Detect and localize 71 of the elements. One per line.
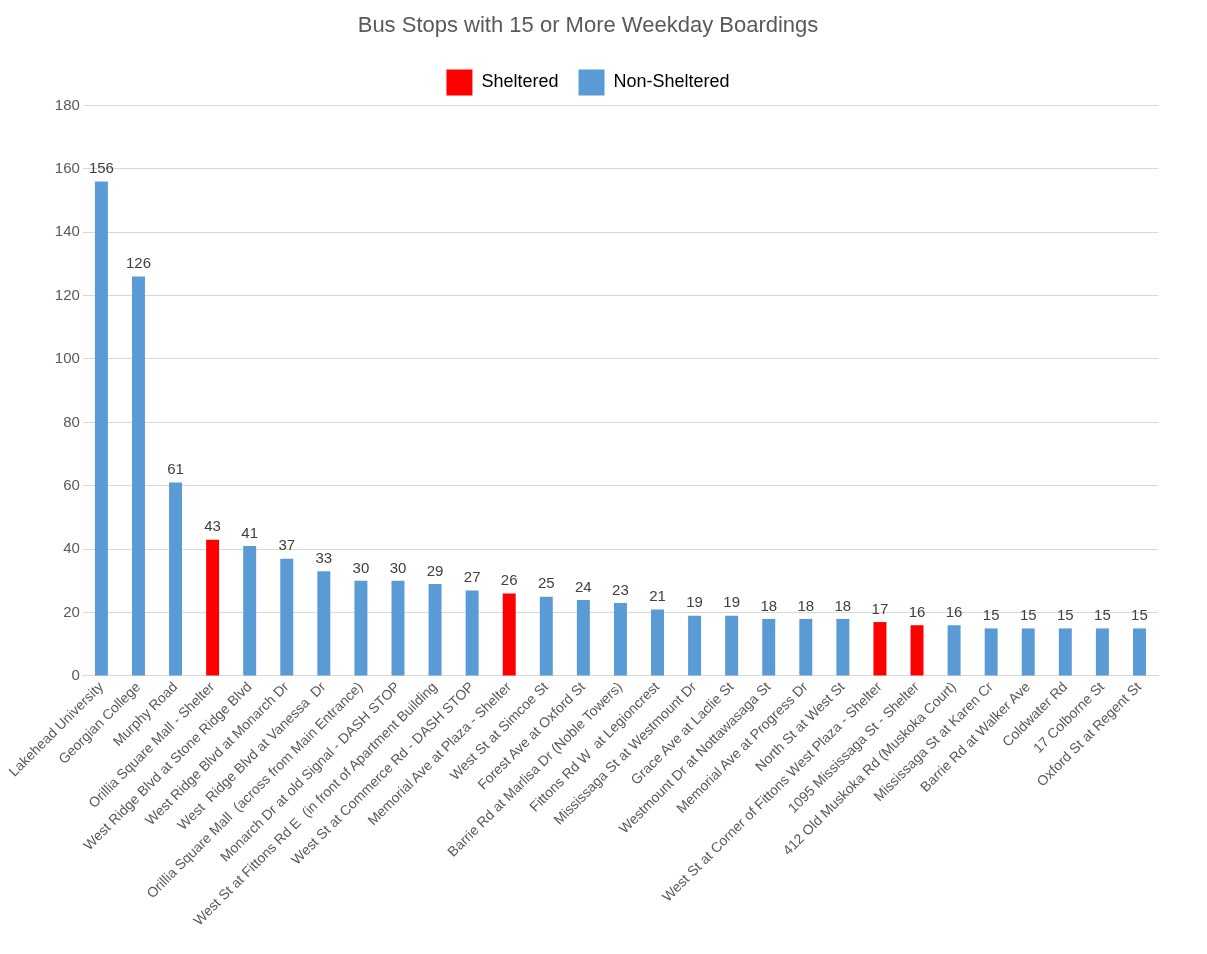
bar — [354, 580, 368, 676]
bar — [725, 615, 739, 676]
y-tick-label: 60 — [63, 475, 80, 493]
bar — [502, 593, 516, 676]
data-label: 61 — [167, 460, 184, 478]
chart-title: Bus Stops with 15 or More Weekday Boardings — [357, 12, 819, 38]
data-label: 18 — [834, 596, 852, 614]
data-label: 15 — [1019, 606, 1037, 624]
data-label: 15 — [1131, 606, 1148, 624]
y-tick-label: 20 — [63, 602, 80, 620]
legend-label: Sheltered — [481, 71, 559, 92]
bar — [1095, 628, 1109, 676]
bar — [428, 584, 442, 676]
bar — [206, 539, 220, 676]
bar — [799, 618, 813, 676]
bar — [947, 625, 961, 676]
y-tick-label: 140 — [54, 222, 80, 240]
data-label: 30 — [352, 558, 370, 576]
bar — [1021, 628, 1035, 676]
data-label: 27 — [463, 568, 481, 586]
legend-label: Non-Sheltered — [613, 71, 730, 92]
bar — [1058, 628, 1072, 676]
data-label: 41 — [241, 523, 259, 541]
y-tick-label: 180 — [54, 95, 80, 113]
data-label: 24 — [575, 577, 592, 595]
bar — [131, 276, 145, 676]
y-tick-label: 160 — [54, 158, 80, 176]
bar — [613, 603, 627, 676]
data-label: 15 — [982, 606, 1000, 624]
y-tick-label: 120 — [54, 285, 80, 303]
data-label: 15 — [1056, 606, 1074, 624]
data-label: 18 — [760, 596, 778, 614]
bar — [1132, 628, 1146, 676]
bar — [465, 590, 479, 676]
data-label: 23 — [612, 580, 629, 598]
bar — [243, 546, 257, 676]
bar — [94, 181, 108, 676]
y-tick-label: 40 — [63, 539, 80, 557]
bar — [539, 596, 553, 676]
data-label: 126 — [125, 254, 151, 272]
data-label: 30 — [389, 558, 407, 576]
y-tick-label: 100 — [54, 349, 80, 367]
data-label: 16 — [945, 602, 963, 620]
data-label: 15 — [1094, 606, 1111, 624]
data-label: 17 — [871, 599, 889, 617]
data-label: 21 — [649, 587, 666, 605]
data-label: 18 — [797, 596, 815, 614]
y-tick-label: 80 — [63, 412, 80, 430]
y-tick-label: 0 — [71, 666, 80, 684]
data-label: 19 — [723, 593, 740, 611]
bar — [651, 609, 664, 676]
bar — [910, 625, 924, 676]
bar — [873, 622, 887, 676]
bar — [391, 580, 405, 676]
data-label: 156 — [88, 159, 114, 177]
data-label: 37 — [278, 536, 296, 554]
bar — [688, 615, 702, 676]
data-label: 25 — [537, 574, 555, 592]
data-label: 19 — [686, 593, 703, 611]
data-label: 26 — [500, 571, 518, 589]
bar — [169, 482, 183, 676]
bar — [762, 618, 776, 676]
bar — [836, 618, 850, 676]
bar — [280, 558, 294, 676]
data-label: 29 — [426, 561, 444, 579]
data-label: 33 — [315, 549, 333, 566]
bar — [984, 628, 998, 676]
bar — [317, 571, 331, 676]
data-label: 16 — [908, 602, 926, 620]
data-label: 43 — [204, 517, 221, 535]
bar — [576, 599, 590, 676]
